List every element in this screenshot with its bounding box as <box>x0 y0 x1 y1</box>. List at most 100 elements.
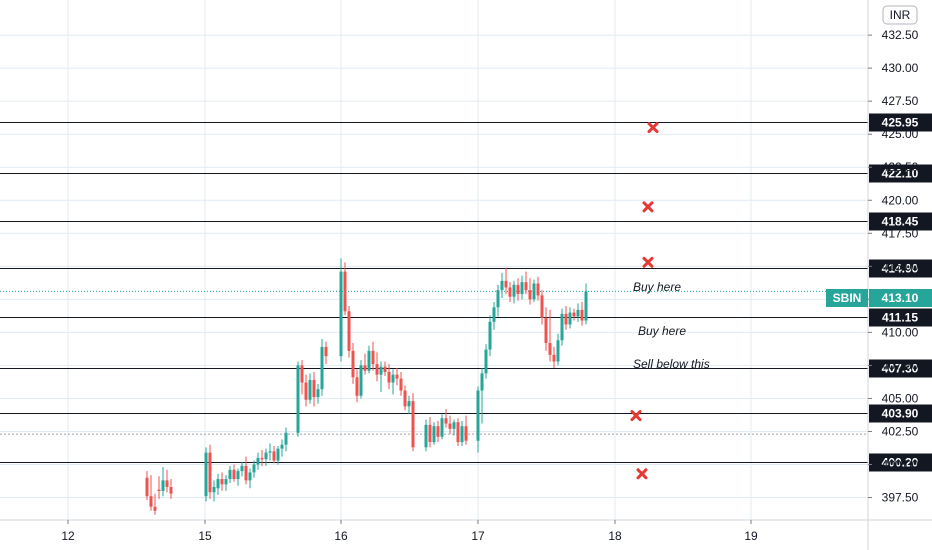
candle <box>339 258 343 362</box>
candle <box>212 480 216 502</box>
candle <box>304 374 308 407</box>
candle-body <box>516 284 520 295</box>
time-tick-label: 16 <box>334 529 348 543</box>
level-label: 407.30 <box>882 362 919 376</box>
candle <box>351 342 355 384</box>
candle <box>272 446 276 464</box>
candle-body <box>149 496 153 507</box>
annotation-text: Buy here <box>633 280 681 294</box>
candle-body <box>224 479 228 485</box>
candle-body <box>145 477 149 497</box>
candle <box>220 472 224 491</box>
price-tick-label: 407.50 <box>882 358 919 372</box>
candle-body <box>440 418 444 437</box>
candle <box>383 361 387 376</box>
candle-body <box>576 309 580 317</box>
candle-body <box>484 349 488 374</box>
candle-body <box>347 311 351 351</box>
candle-body <box>157 489 161 491</box>
candle <box>407 395 411 415</box>
candle <box>371 341 375 371</box>
currency-badge-box[interactable] <box>882 5 918 25</box>
level-label-bg <box>869 404 932 423</box>
last-price-tag[interactable]: SBIN 413.10 <box>826 289 932 307</box>
level-label: 418.45 <box>882 215 919 229</box>
candle-body <box>532 283 536 300</box>
candle <box>444 409 448 428</box>
currency-badge[interactable]: INR <box>882 5 918 25</box>
candle-body <box>391 374 395 383</box>
candle-body <box>520 282 524 295</box>
level-label-bg <box>869 308 932 327</box>
candle <box>520 275 524 300</box>
candle-body <box>359 365 363 396</box>
candle <box>432 422 436 445</box>
price-tick-label: 432.50 <box>882 28 919 42</box>
candle-body <box>208 452 212 493</box>
candle-body <box>564 313 568 325</box>
last-price-value: 413.10 <box>882 291 919 305</box>
candle <box>232 464 236 482</box>
candle-body <box>252 464 256 473</box>
candle-body <box>216 479 220 489</box>
candle-body <box>379 366 383 375</box>
time-tick-label: 12 <box>61 529 75 543</box>
candle-body <box>308 379 312 400</box>
candle-body <box>448 423 452 429</box>
candle <box>424 419 428 452</box>
symbol-tag-bg <box>826 289 868 307</box>
x-marker <box>636 468 648 480</box>
time-axis[interactable]: 12 15 16 17 18 19 <box>61 520 758 543</box>
candle <box>312 372 316 407</box>
candle <box>488 315 492 357</box>
candle <box>256 452 260 470</box>
candle <box>548 309 552 362</box>
candle-body <box>424 424 428 448</box>
candle <box>169 479 173 499</box>
level-lines[interactable]: 425.95 422.10 418.45 414.90 411.15 407.30 403.… <box>0 113 932 472</box>
price-tick-label: 417.50 <box>882 226 919 240</box>
price-tick-label: 430.00 <box>882 61 919 75</box>
candle-body <box>367 350 371 371</box>
candle <box>540 290 544 325</box>
candle-body <box>272 451 276 461</box>
level-label: 400.20 <box>882 456 919 470</box>
candle <box>508 282 512 302</box>
candle-body <box>528 290 532 300</box>
candle <box>395 368 399 386</box>
candle <box>248 468 252 489</box>
candle-body <box>580 309 584 321</box>
candle-body <box>320 346 324 390</box>
candle-body <box>407 401 411 407</box>
annotations: Buy here Buy here Sell below this <box>633 280 710 371</box>
price-tick-label: 420.00 <box>882 193 919 207</box>
candle <box>411 393 415 452</box>
candle <box>264 448 268 466</box>
x-marker-stroke <box>642 201 654 213</box>
candle-body <box>316 389 320 398</box>
x-marker <box>647 122 659 134</box>
candle <box>161 467 165 497</box>
candle-body <box>572 312 576 317</box>
candle <box>324 341 328 365</box>
candle <box>544 307 548 351</box>
candle-body <box>264 452 268 460</box>
grid <box>0 0 868 520</box>
level-label: 422.10 <box>882 167 919 181</box>
candle <box>367 345 371 374</box>
candle-body <box>312 379 316 398</box>
candle <box>391 369 395 395</box>
level-label: 414.90 <box>882 262 919 276</box>
x-markers <box>630 122 659 480</box>
candle-body <box>508 287 512 297</box>
candle <box>484 344 488 379</box>
symbol-label: SBIN <box>833 291 862 305</box>
candle <box>224 475 228 491</box>
candle <box>244 456 248 485</box>
candle-body <box>460 426 464 443</box>
candle-body <box>232 469 236 480</box>
candle-body <box>256 457 260 465</box>
level-label-bg <box>869 453 932 472</box>
